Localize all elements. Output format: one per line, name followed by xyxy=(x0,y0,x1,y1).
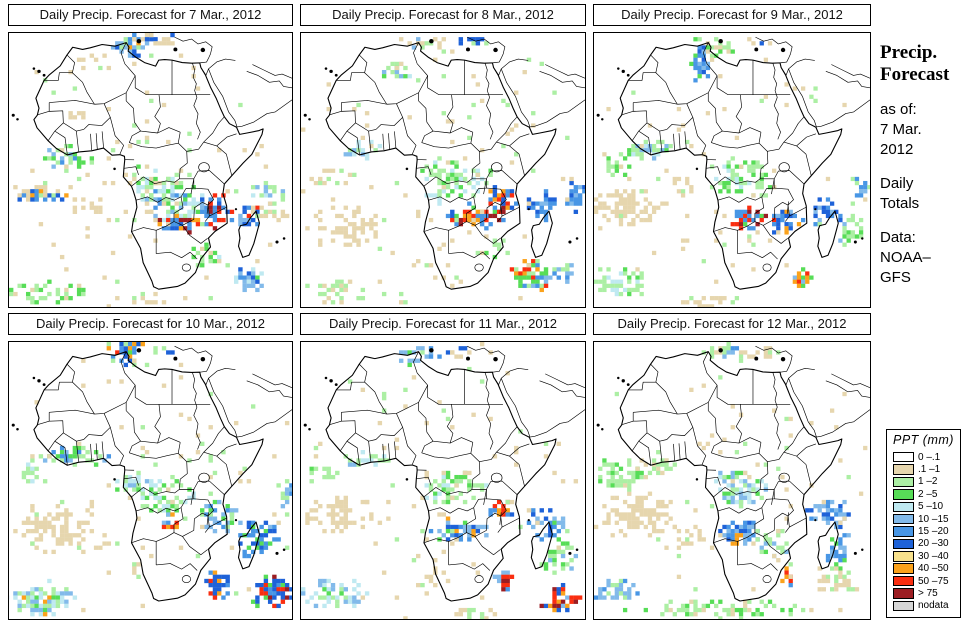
legend-row-5: 10 –15 xyxy=(893,513,960,525)
map-10mar xyxy=(8,341,293,620)
africa-map-svg-9mar xyxy=(594,33,870,307)
panel-title-8mar: Daily Precip. Forecast for 8 Mar., 2012 xyxy=(300,4,586,26)
legend-row-8: 30 –40 xyxy=(893,550,960,562)
legend-label: 40 –50 xyxy=(918,563,949,575)
legend-label: 10 –15 xyxy=(918,513,949,525)
legend-swatch xyxy=(893,501,914,512)
legend-row-6: 15 –20 xyxy=(893,525,960,537)
sidebar-asof-year: 2012 xyxy=(880,141,914,158)
sidebar-asof-date: 7 Mar. xyxy=(880,121,922,138)
legend-swatch xyxy=(893,451,914,463)
legend-swatch xyxy=(893,551,914,562)
legend-swatch xyxy=(893,489,914,500)
africa-map-svg-12mar xyxy=(594,342,870,619)
legend-label: 5 –10 xyxy=(918,501,944,513)
legend-swatch xyxy=(893,563,914,574)
legend-title: PPT (mm) xyxy=(893,433,954,447)
legend-label: 15 –20 xyxy=(918,526,949,538)
africa-map-svg-11mar xyxy=(301,342,585,619)
map-9mar xyxy=(593,32,871,308)
sidebar-title-line1: Precip. xyxy=(880,42,938,63)
sidebar-totals-line1: Daily xyxy=(880,175,914,192)
map-7mar xyxy=(8,32,293,308)
legend-label: nodata xyxy=(918,600,949,612)
legend-row-9: 40 –50 xyxy=(893,563,960,575)
panel-7mar: Daily Precip. Forecast for 7 Mar., 2012 xyxy=(8,4,293,308)
sidebar-totals-line2: Totals xyxy=(880,195,920,212)
legend-row-3: 2 –5 xyxy=(893,488,960,500)
legend-row-7: 20 –30 xyxy=(893,538,960,550)
legend-swatch xyxy=(893,538,914,550)
map-12mar xyxy=(593,341,871,620)
legend-swatch xyxy=(893,575,914,587)
sidebar-title-line2: Forecast xyxy=(880,64,950,85)
sidebar-data-source-line2: GFS xyxy=(880,269,911,286)
panel-title-10mar: Daily Precip. Forecast for 10 Mar., 2012 xyxy=(8,313,293,335)
panel-title-12mar: Daily Precip. Forecast for 12 Mar., 2012 xyxy=(593,313,871,335)
legend-row-12: nodata xyxy=(893,600,960,612)
legend-rows: 0 –.1.1 –1 1 –2 2 –5 5 –10 10 –15 15 –20 20 –3… xyxy=(893,451,960,612)
legend-row-0: 0 –.1 xyxy=(893,451,960,463)
legend-label: 50 –75 xyxy=(918,575,949,587)
legend-label: 30 –40 xyxy=(918,550,949,562)
panel-8mar: Daily Precip. Forecast for 8 Mar., 2012 xyxy=(300,4,586,308)
legend-swatch xyxy=(893,464,914,475)
legend-row-1: .1 –1 xyxy=(893,463,960,475)
legend-swatch xyxy=(893,476,914,488)
legend-row-10: 50 –75 xyxy=(893,575,960,587)
panel-12mar: Daily Precip. Forecast for 12 Mar., 2012 xyxy=(593,313,871,620)
legend-swatch xyxy=(893,600,914,612)
legend-label: 20 –30 xyxy=(918,538,949,550)
legend-label: 1 –2 xyxy=(918,476,938,488)
legend-swatch xyxy=(893,526,914,537)
sidebar-data-source-line1: NOAA– xyxy=(880,249,931,266)
panel-9mar: Daily Precip. Forecast for 9 Mar., 2012 xyxy=(593,4,871,308)
legend-label: > 75 xyxy=(918,587,938,599)
legend-label: .1 –1 xyxy=(918,464,941,476)
panel-11mar: Daily Precip. Forecast for 11 Mar., 2012 xyxy=(300,313,586,620)
africa-map-svg-10mar xyxy=(9,342,292,617)
legend-row-2: 1 –2 xyxy=(893,476,960,488)
legend-row-4: 5 –10 xyxy=(893,501,960,513)
map-11mar xyxy=(300,341,586,620)
legend-row-11: > 75 xyxy=(893,587,960,599)
panel-title-7mar: Daily Precip. Forecast for 7 Mar., 2012 xyxy=(8,4,293,26)
legend: PPT (mm) 0 –.1.1 –1 1 –2 2 –5 5 –10 10 –15 15… xyxy=(886,429,961,618)
panel-title-9mar: Daily Precip. Forecast for 9 Mar., 2012 xyxy=(593,4,871,26)
panel-title-11mar: Daily Precip. Forecast for 11 Mar., 2012 xyxy=(300,313,586,335)
sidebar: Precip. Forecast as of: 7 Mar. 2012 Dail… xyxy=(880,42,964,288)
legend-swatch xyxy=(893,588,914,599)
panel-10mar: Daily Precip. Forecast for 10 Mar., 2012 xyxy=(8,313,293,620)
legend-label: 2 –5 xyxy=(918,488,938,500)
legend-label: 0 –.1 xyxy=(918,451,941,463)
sidebar-asof-label: as of: xyxy=(880,101,917,118)
sidebar-data-label: Data: xyxy=(880,229,916,246)
map-8mar xyxy=(300,32,586,308)
africa-map-svg-8mar xyxy=(301,33,585,305)
legend-swatch xyxy=(893,513,914,525)
africa-map-svg-7mar xyxy=(9,33,292,307)
